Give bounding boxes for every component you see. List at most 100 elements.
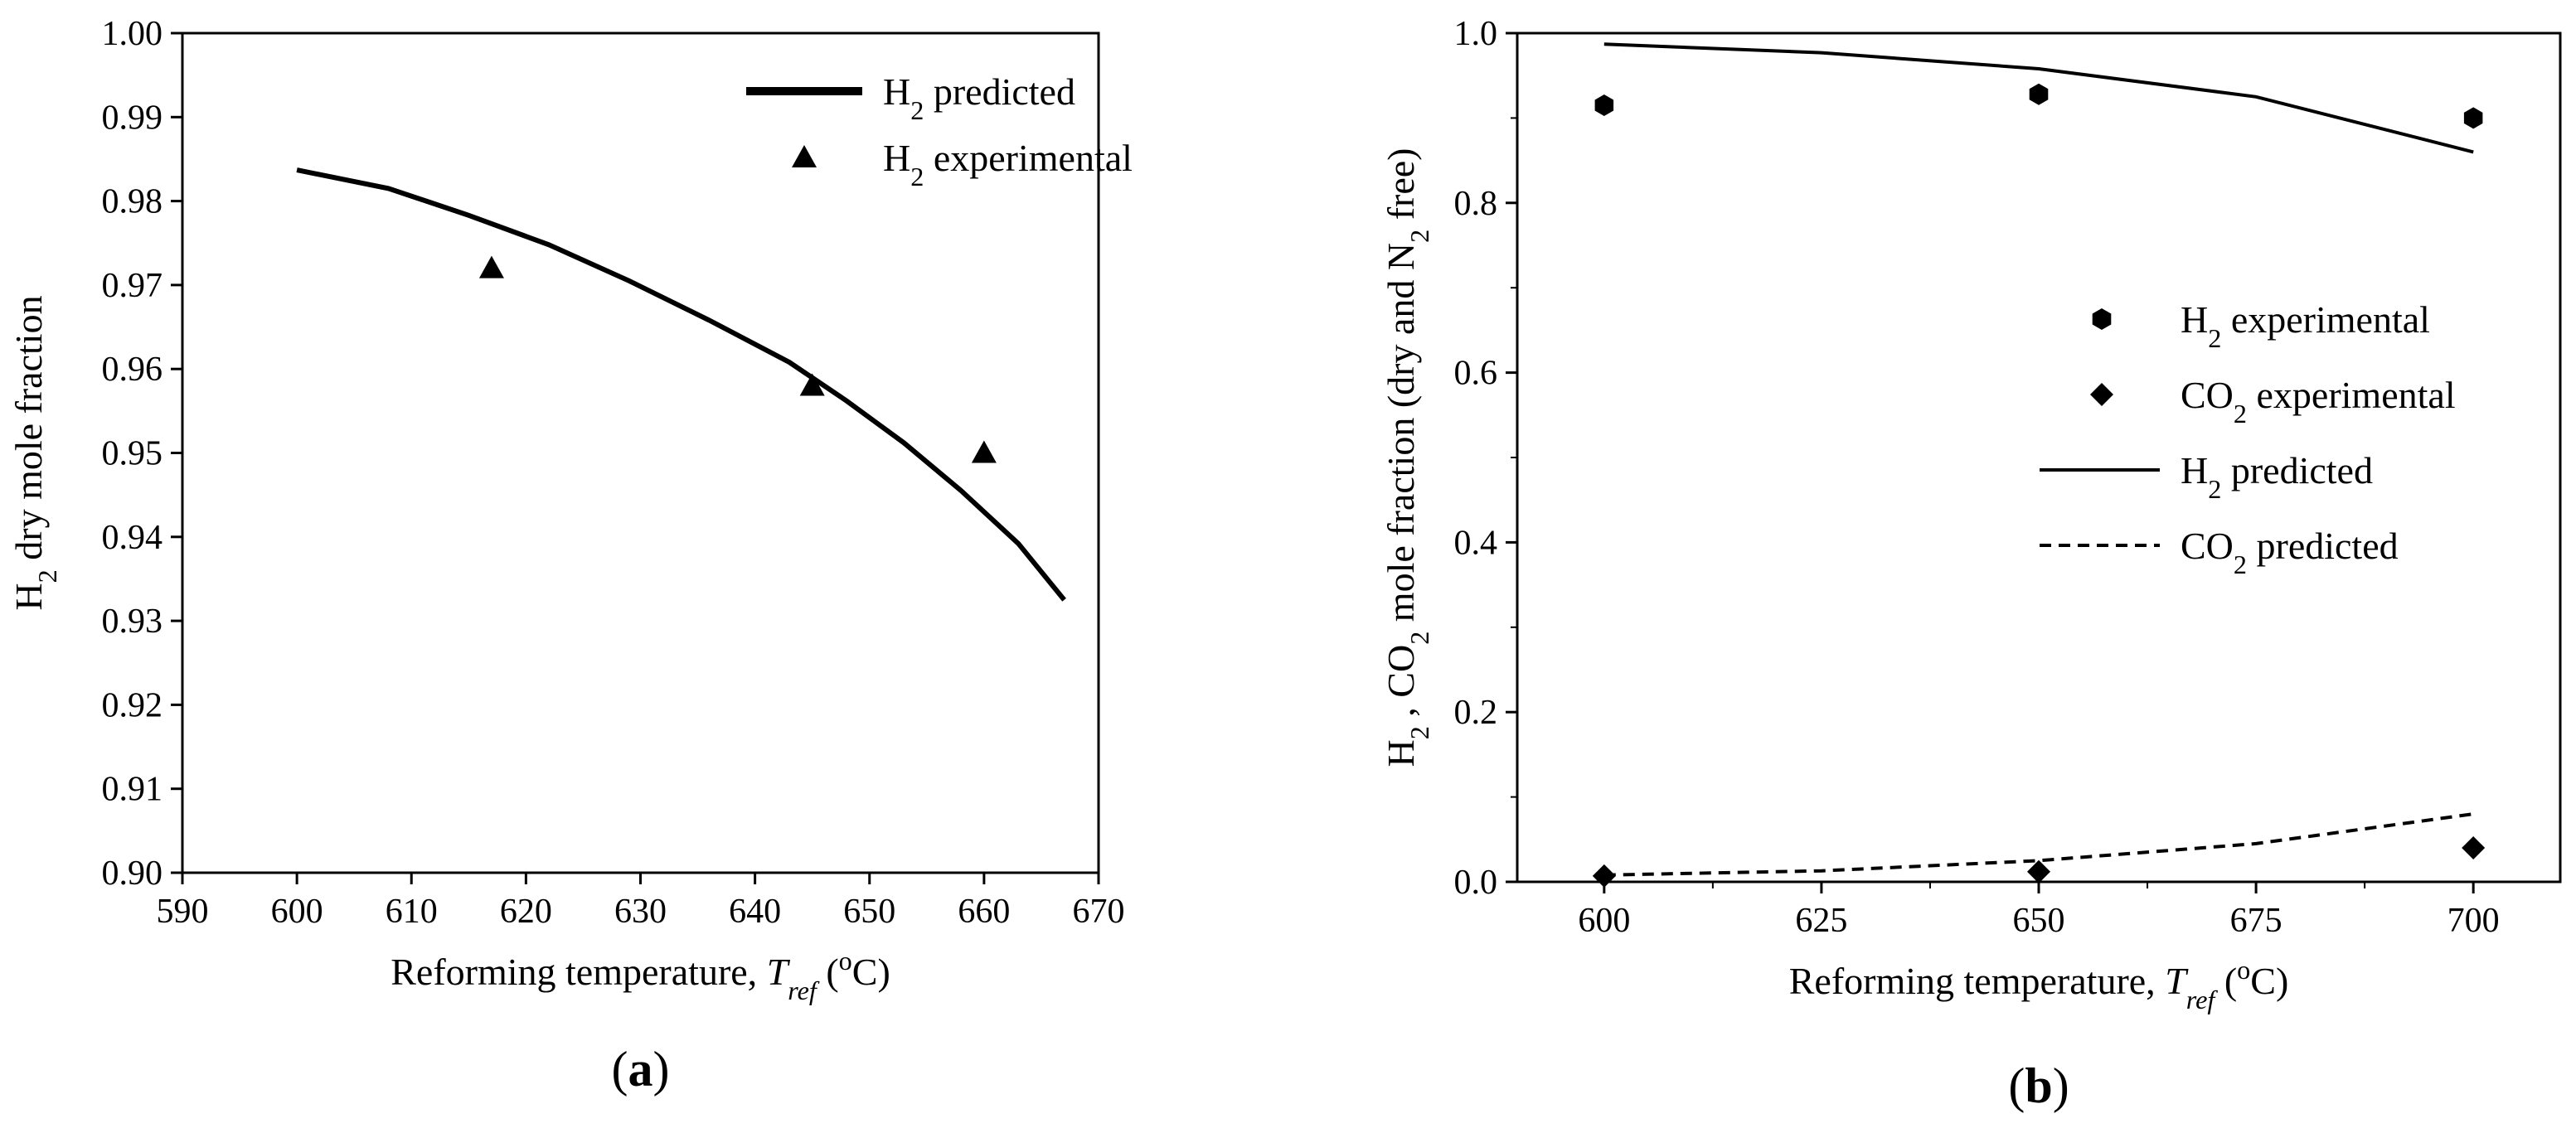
panel-label-open: ( bbox=[2008, 1058, 2025, 1113]
x-tick-label: 700 bbox=[2447, 902, 2500, 940]
panel-label-close: ) bbox=[653, 1042, 670, 1097]
y-tick-label: 0.93 bbox=[102, 603, 163, 641]
y-tick-label: 1.00 bbox=[102, 15, 163, 53]
legend-sub-1: 2 bbox=[910, 162, 924, 191]
x-tick-label: 660 bbox=[958, 893, 1010, 931]
x-tick-label: 590 bbox=[157, 893, 209, 931]
plot-frame bbox=[1516, 31, 2562, 884]
panel-a: 590 600 610 620 630 640 650 660 670 0.90 0.91 0.92 0… bbox=[7, 15, 1133, 1097]
y-label-sub-1: 2 bbox=[32, 569, 62, 583]
legend-part-0: H bbox=[2181, 449, 2208, 491]
x-tick-label: 620 bbox=[500, 893, 552, 931]
y-tick-label: 0.95 bbox=[102, 435, 163, 473]
legend-marker-swatch bbox=[2092, 308, 2112, 330]
data-point-h2-experimental bbox=[2463, 107, 2483, 129]
legend-label: CO2 experimental bbox=[2181, 374, 2456, 428]
data-point-h2-experimental bbox=[971, 440, 997, 463]
legend-marker-swatch bbox=[2090, 383, 2113, 406]
legend-part-0: H bbox=[883, 137, 910, 179]
legend-part-2: experimental bbox=[924, 137, 1133, 179]
x-label-unit-sup: o bbox=[2237, 955, 2250, 985]
legend-sub-1: 2 bbox=[2234, 399, 2247, 428]
x-tick-label: 675 bbox=[2230, 902, 2283, 940]
panel-b: 600 625 650 675 700 0.0 0.2 0.4 0.6 0.8 1.0 Reformi… bbox=[1380, 15, 2562, 1113]
x-tick-label: 625 bbox=[1795, 902, 1847, 940]
data-point-h2-experimental bbox=[1594, 94, 1614, 116]
y-tick-label: 1.0 bbox=[1454, 15, 1498, 53]
legend-sub-1: 2 bbox=[2208, 323, 2221, 353]
x-label-unit-close: C) bbox=[852, 951, 890, 993]
y-axis-label: H2 dry mole fraction bbox=[7, 295, 62, 610]
x-tick-label: 600 bbox=[1578, 902, 1630, 940]
y-tick-label: 0.98 bbox=[102, 183, 163, 221]
x-axis-label: Reforming temperature, Tref (oC) bbox=[391, 946, 890, 1005]
legend-part-2: experimental bbox=[2221, 298, 2430, 341]
legend-label: H2 predicted bbox=[2181, 449, 2373, 504]
y-label-part-0: H bbox=[7, 583, 50, 610]
legend-part-2: experimental bbox=[2247, 374, 2456, 416]
series-line-co2-predicted bbox=[1603, 812, 2474, 877]
legend-part-0: CO bbox=[2181, 374, 2234, 416]
x-label-main: Reforming temperature, bbox=[1789, 960, 2165, 1002]
series-line-h2-predicted bbox=[296, 167, 1066, 602]
x-label-main: Reforming temperature, bbox=[391, 951, 766, 993]
data-point-h2-experimental bbox=[478, 255, 504, 278]
x-axis-label: Reforming temperature, Tref (oC) bbox=[1789, 955, 2289, 1014]
legend-label: H2 predicted bbox=[883, 70, 1075, 125]
x-tick-label: 670 bbox=[1073, 893, 1125, 931]
y-label-sub-1: 2 bbox=[1404, 726, 1434, 739]
panel-label: (a) bbox=[612, 1042, 670, 1097]
y-tick-label: 0.94 bbox=[102, 519, 163, 557]
x-tick-label: 650 bbox=[843, 893, 895, 931]
legend-label: H2 experimental bbox=[883, 137, 1133, 191]
panel-label: (b) bbox=[2008, 1058, 2069, 1113]
series-line-h2-predicted bbox=[1603, 42, 2474, 154]
y-tick-label: 0.96 bbox=[102, 351, 163, 389]
y-tick-label: 0.91 bbox=[102, 771, 163, 809]
y-tick-label: 0.8 bbox=[1454, 185, 1498, 223]
y-label-part-4: mole fraction (dry and N bbox=[1380, 243, 1422, 632]
legend-sub-1: 2 bbox=[2234, 549, 2247, 579]
legend-part-0: H bbox=[2181, 298, 2208, 341]
x-tick-label: 630 bbox=[614, 893, 667, 931]
x-tick-label: 610 bbox=[386, 893, 438, 931]
legend-part-2: predicted bbox=[2221, 449, 2373, 491]
data-point-co2-experimental bbox=[2462, 836, 2486, 860]
y-tick-label: 0.99 bbox=[102, 99, 163, 137]
legend-part-0: CO bbox=[2181, 525, 2234, 567]
x-tick-label: 600 bbox=[271, 893, 323, 931]
legend-sub-1: 2 bbox=[2208, 474, 2221, 504]
legend-part-2: predicted bbox=[924, 70, 1075, 113]
y-tick-label: 0.92 bbox=[102, 686, 163, 724]
legend-label: CO2 predicted bbox=[2181, 525, 2399, 579]
y-label-part-6: free) bbox=[1380, 148, 1422, 229]
x-label-unit-sup: o bbox=[839, 946, 852, 976]
y-tick-label: 0.6 bbox=[1454, 355, 1498, 393]
panel-label-open: ( bbox=[612, 1042, 628, 1097]
y-tick-label: 0.0 bbox=[1454, 864, 1498, 902]
panel-label-letter: b bbox=[2025, 1058, 2052, 1113]
panel-label-close: ) bbox=[2053, 1058, 2069, 1113]
y-tick-label: 0.4 bbox=[1454, 524, 1498, 562]
y-label-part-2: dry mole fraction bbox=[7, 295, 50, 569]
x-label-unit-open: ( bbox=[2215, 960, 2237, 1002]
legend-label: H2 experimental bbox=[2181, 298, 2430, 353]
x-label-unit-close: C) bbox=[2250, 960, 2288, 1002]
y-label-sub-3: 2 bbox=[1404, 632, 1434, 645]
y-axis-label: H2 , CO2 mole fraction (dry and N2 free) bbox=[1380, 148, 1434, 767]
x-tick-label: 650 bbox=[2013, 902, 2065, 940]
x-label-var-sub: ref bbox=[788, 976, 820, 1005]
y-tick-label: 0.90 bbox=[102, 854, 163, 893]
data-point-h2-experimental bbox=[2029, 83, 2049, 105]
y-tick-label: 0.97 bbox=[102, 267, 163, 305]
x-label-unit-open: ( bbox=[817, 951, 839, 993]
y-label-part-0: H bbox=[1380, 739, 1422, 767]
y-label-part-2: , CO bbox=[1380, 645, 1422, 726]
y-label-sub-5: 2 bbox=[1404, 230, 1434, 243]
legend-marker-swatch bbox=[792, 145, 817, 167]
panel-label-letter: a bbox=[628, 1042, 653, 1097]
legend-sub-1: 2 bbox=[910, 95, 924, 125]
data-point-h2-experimental bbox=[799, 373, 825, 396]
x-label-var: T bbox=[767, 951, 791, 993]
